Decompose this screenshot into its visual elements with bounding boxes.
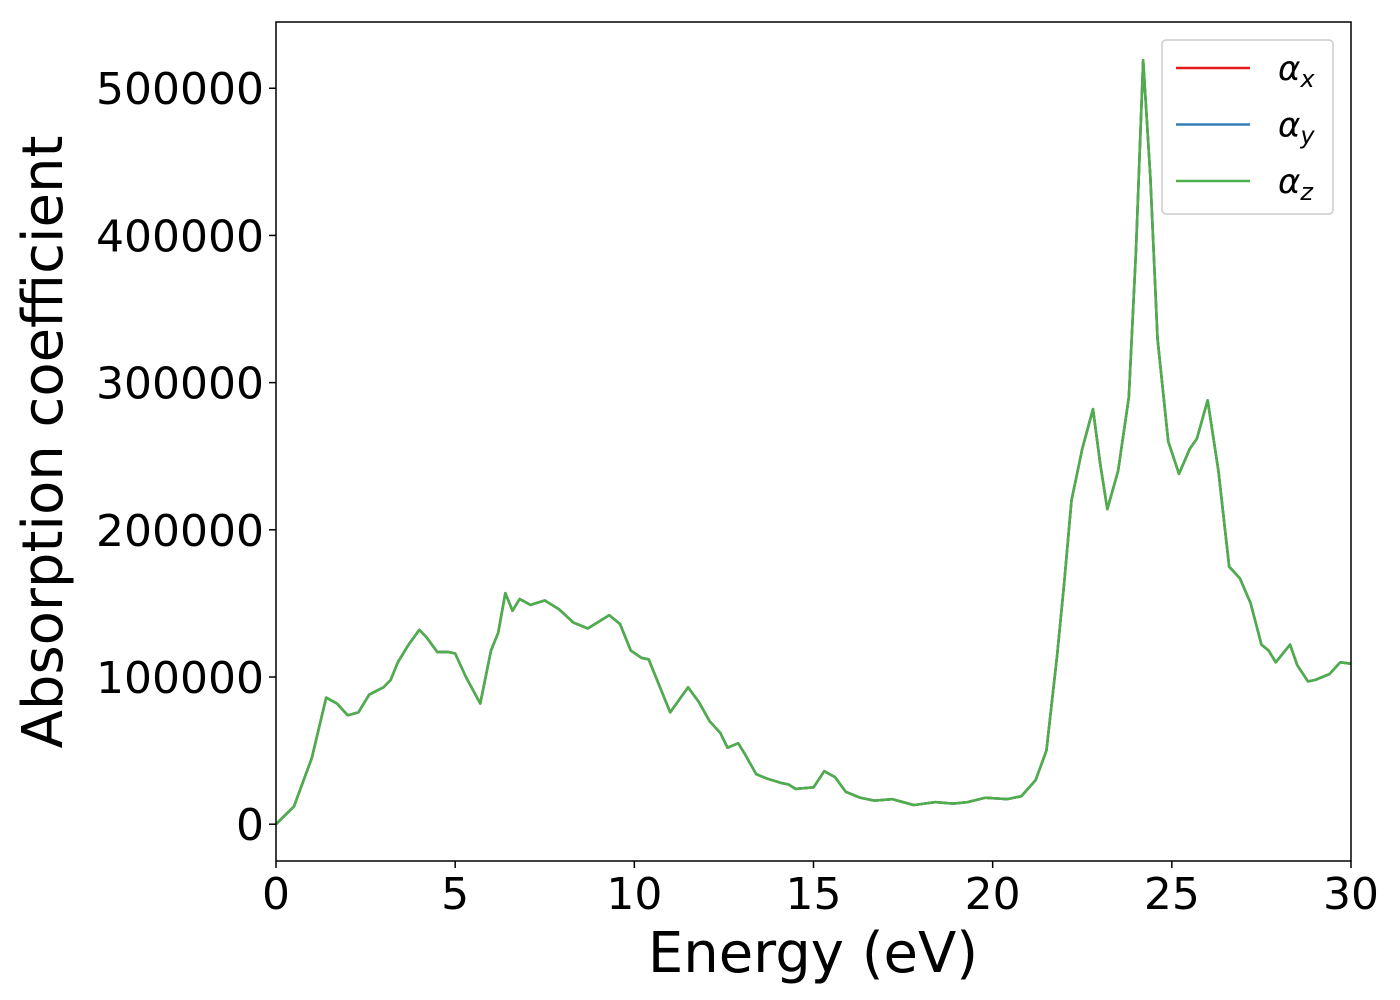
- y-axis-label: Absorption coefficient: [11, 136, 76, 749]
- x-tick-label: 5: [441, 869, 469, 920]
- plot-frame: [275, 21, 1352, 862]
- y-tick-label: 100000: [96, 653, 264, 704]
- x-tick-label: 25: [1144, 869, 1200, 920]
- legend-label: αz: [1278, 162, 1314, 206]
- y-tick-label: 200000: [96, 506, 264, 557]
- y-tick-label: 0: [236, 800, 264, 851]
- legend-label: αy: [1278, 106, 1315, 150]
- y-tick-label: 400000: [96, 211, 264, 262]
- y-tick-label: 500000: [96, 64, 264, 115]
- x-tick-label: 0: [262, 869, 290, 920]
- x-tick-label: 10: [606, 869, 662, 920]
- x-axis-label: Energy (eV): [648, 921, 978, 986]
- x-tick-label: 30: [1323, 869, 1379, 920]
- x-tick-label: 15: [786, 869, 842, 920]
- x-tick-label: 20: [965, 869, 1021, 920]
- legend-label: αx: [1278, 49, 1315, 93]
- legend-box: [1161, 39, 1334, 215]
- y-tick-label: 300000: [96, 359, 264, 410]
- series-line: [275, 59, 1352, 826]
